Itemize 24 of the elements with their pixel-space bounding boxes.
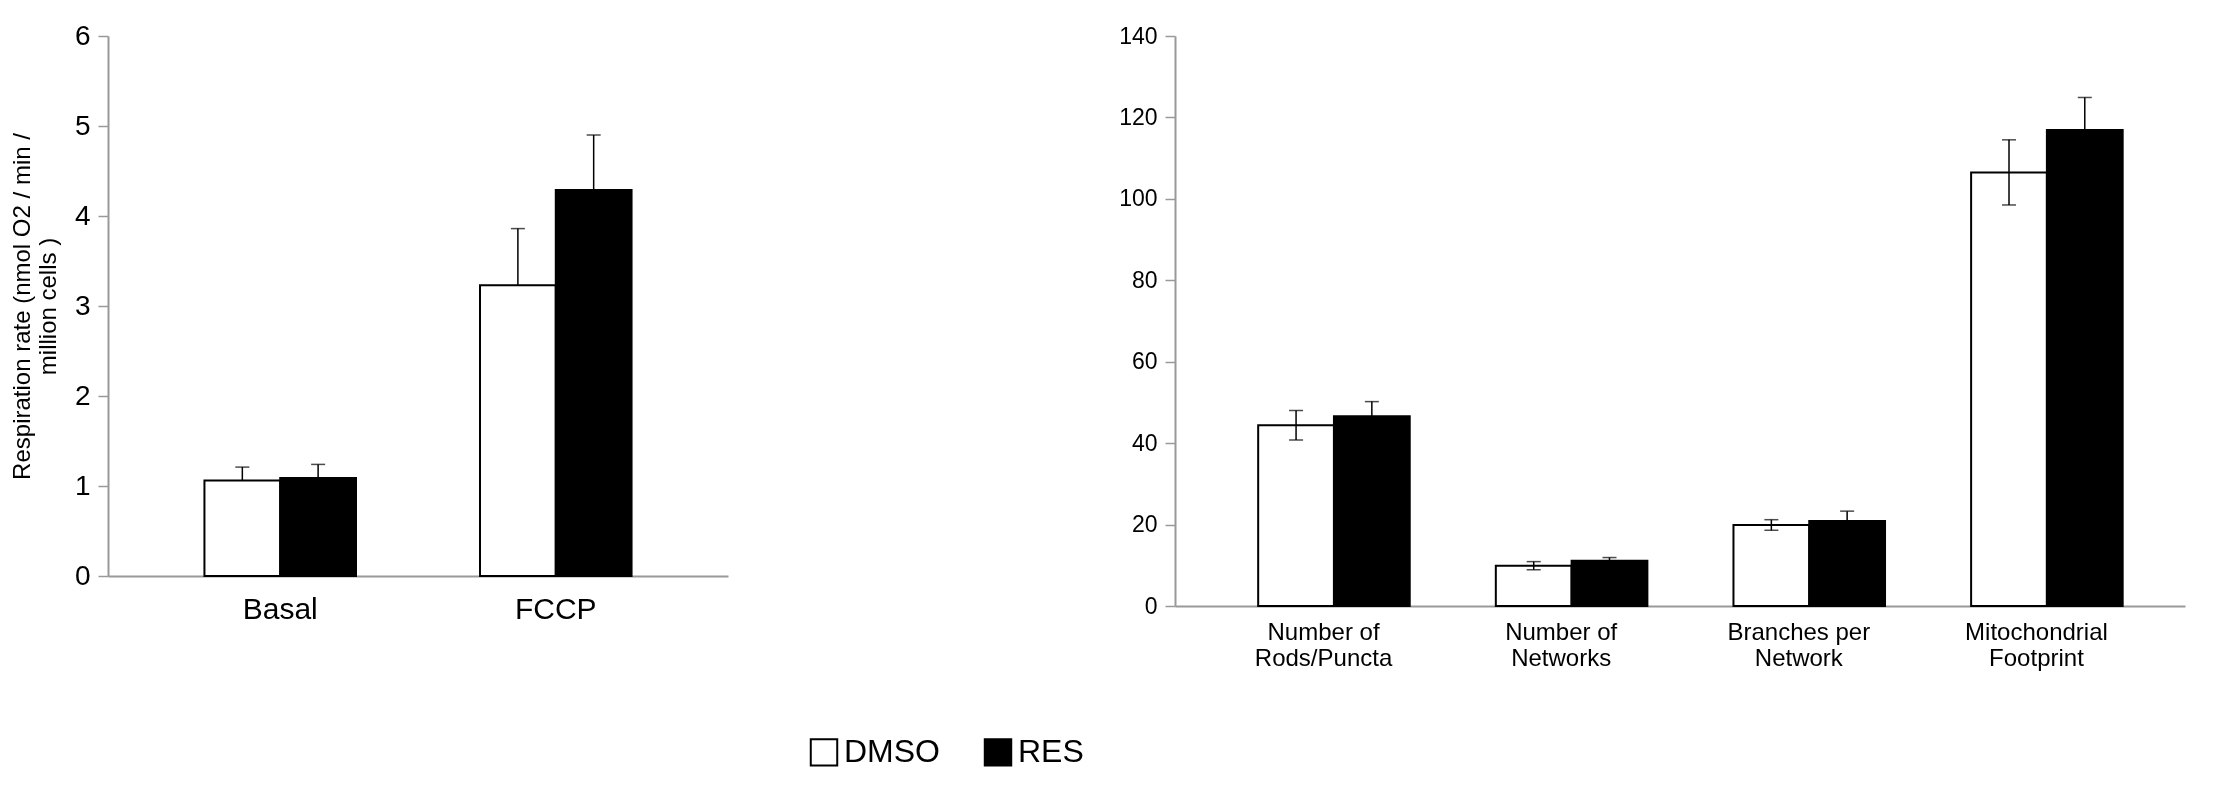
x-tick-label: Basal [242, 591, 318, 625]
y-tick-label: 80 [1131, 266, 1158, 293]
y-tick-label: 0 [74, 559, 91, 591]
x-tick-label: Number of Networks [1505, 617, 1618, 671]
y-tick-label: 40 [1131, 429, 1158, 456]
legend-label: DMSO [844, 733, 940, 770]
y-axis-title: Respiration rate (nmol O2 / min / million cells ) [7, 132, 61, 480]
x-tick-label: Mitochondrial Footprint [1965, 617, 2108, 671]
y-tick-label: 6 [74, 19, 91, 51]
y-tick-label: 120 [1119, 103, 1158, 130]
y-tick-label: 20 [1131, 511, 1158, 538]
y-tick-label: 0 [1144, 592, 1158, 619]
y-tick-label: 3 [74, 289, 91, 321]
x-tick-label: Branches per Network [1727, 617, 1871, 671]
x-tick-label: FCCP [514, 591, 597, 625]
y-tick-label: 100 [1119, 185, 1158, 212]
y-tick-label: 5 [74, 109, 91, 141]
y-tick-label: 4 [74, 199, 91, 231]
y-tick-label: 2 [74, 379, 91, 411]
legend-label: RES [1018, 733, 1084, 770]
y-tick-label: 1 [74, 469, 91, 501]
y-tick-label: 140 [1119, 22, 1158, 49]
x-tick-label: Number of Rods/Puncta [1254, 617, 1393, 671]
y-tick-label: 60 [1131, 348, 1158, 375]
